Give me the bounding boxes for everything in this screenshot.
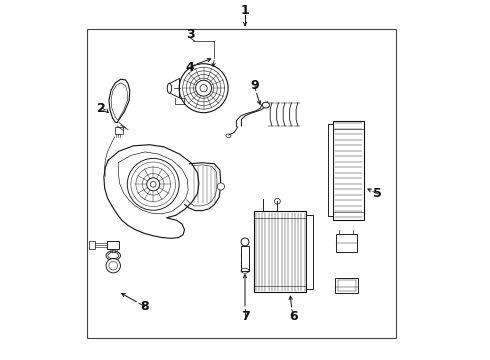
Bar [336, 234, 357, 252]
Bar [241, 246, 249, 271]
Bar [328, 124, 333, 216]
Bar [333, 121, 364, 220]
Bar [90, 241, 95, 249]
Text: 8: 8 [141, 300, 149, 313]
Text: 2: 2 [98, 102, 106, 114]
Text: 7: 7 [241, 310, 249, 323]
Text: 6: 6 [289, 310, 298, 323]
Bar [335, 278, 358, 293]
Circle shape [106, 258, 121, 273]
Bar [306, 215, 313, 289]
Bar [254, 211, 306, 292]
Text: 3: 3 [186, 28, 195, 41]
Bar [87, 29, 396, 338]
Ellipse shape [106, 251, 121, 260]
Circle shape [217, 183, 224, 190]
Bar [115, 127, 122, 134]
Text: 1: 1 [241, 4, 249, 17]
Text: 4: 4 [186, 61, 195, 74]
Circle shape [179, 64, 228, 113]
Ellipse shape [241, 238, 249, 246]
Ellipse shape [262, 102, 270, 108]
Circle shape [147, 178, 160, 191]
Ellipse shape [167, 83, 171, 93]
Text: 5: 5 [373, 187, 382, 200]
Circle shape [196, 80, 212, 96]
Bar [107, 241, 119, 249]
Text: 9: 9 [251, 79, 259, 92]
Circle shape [127, 158, 179, 210]
Bar [338, 280, 356, 291]
